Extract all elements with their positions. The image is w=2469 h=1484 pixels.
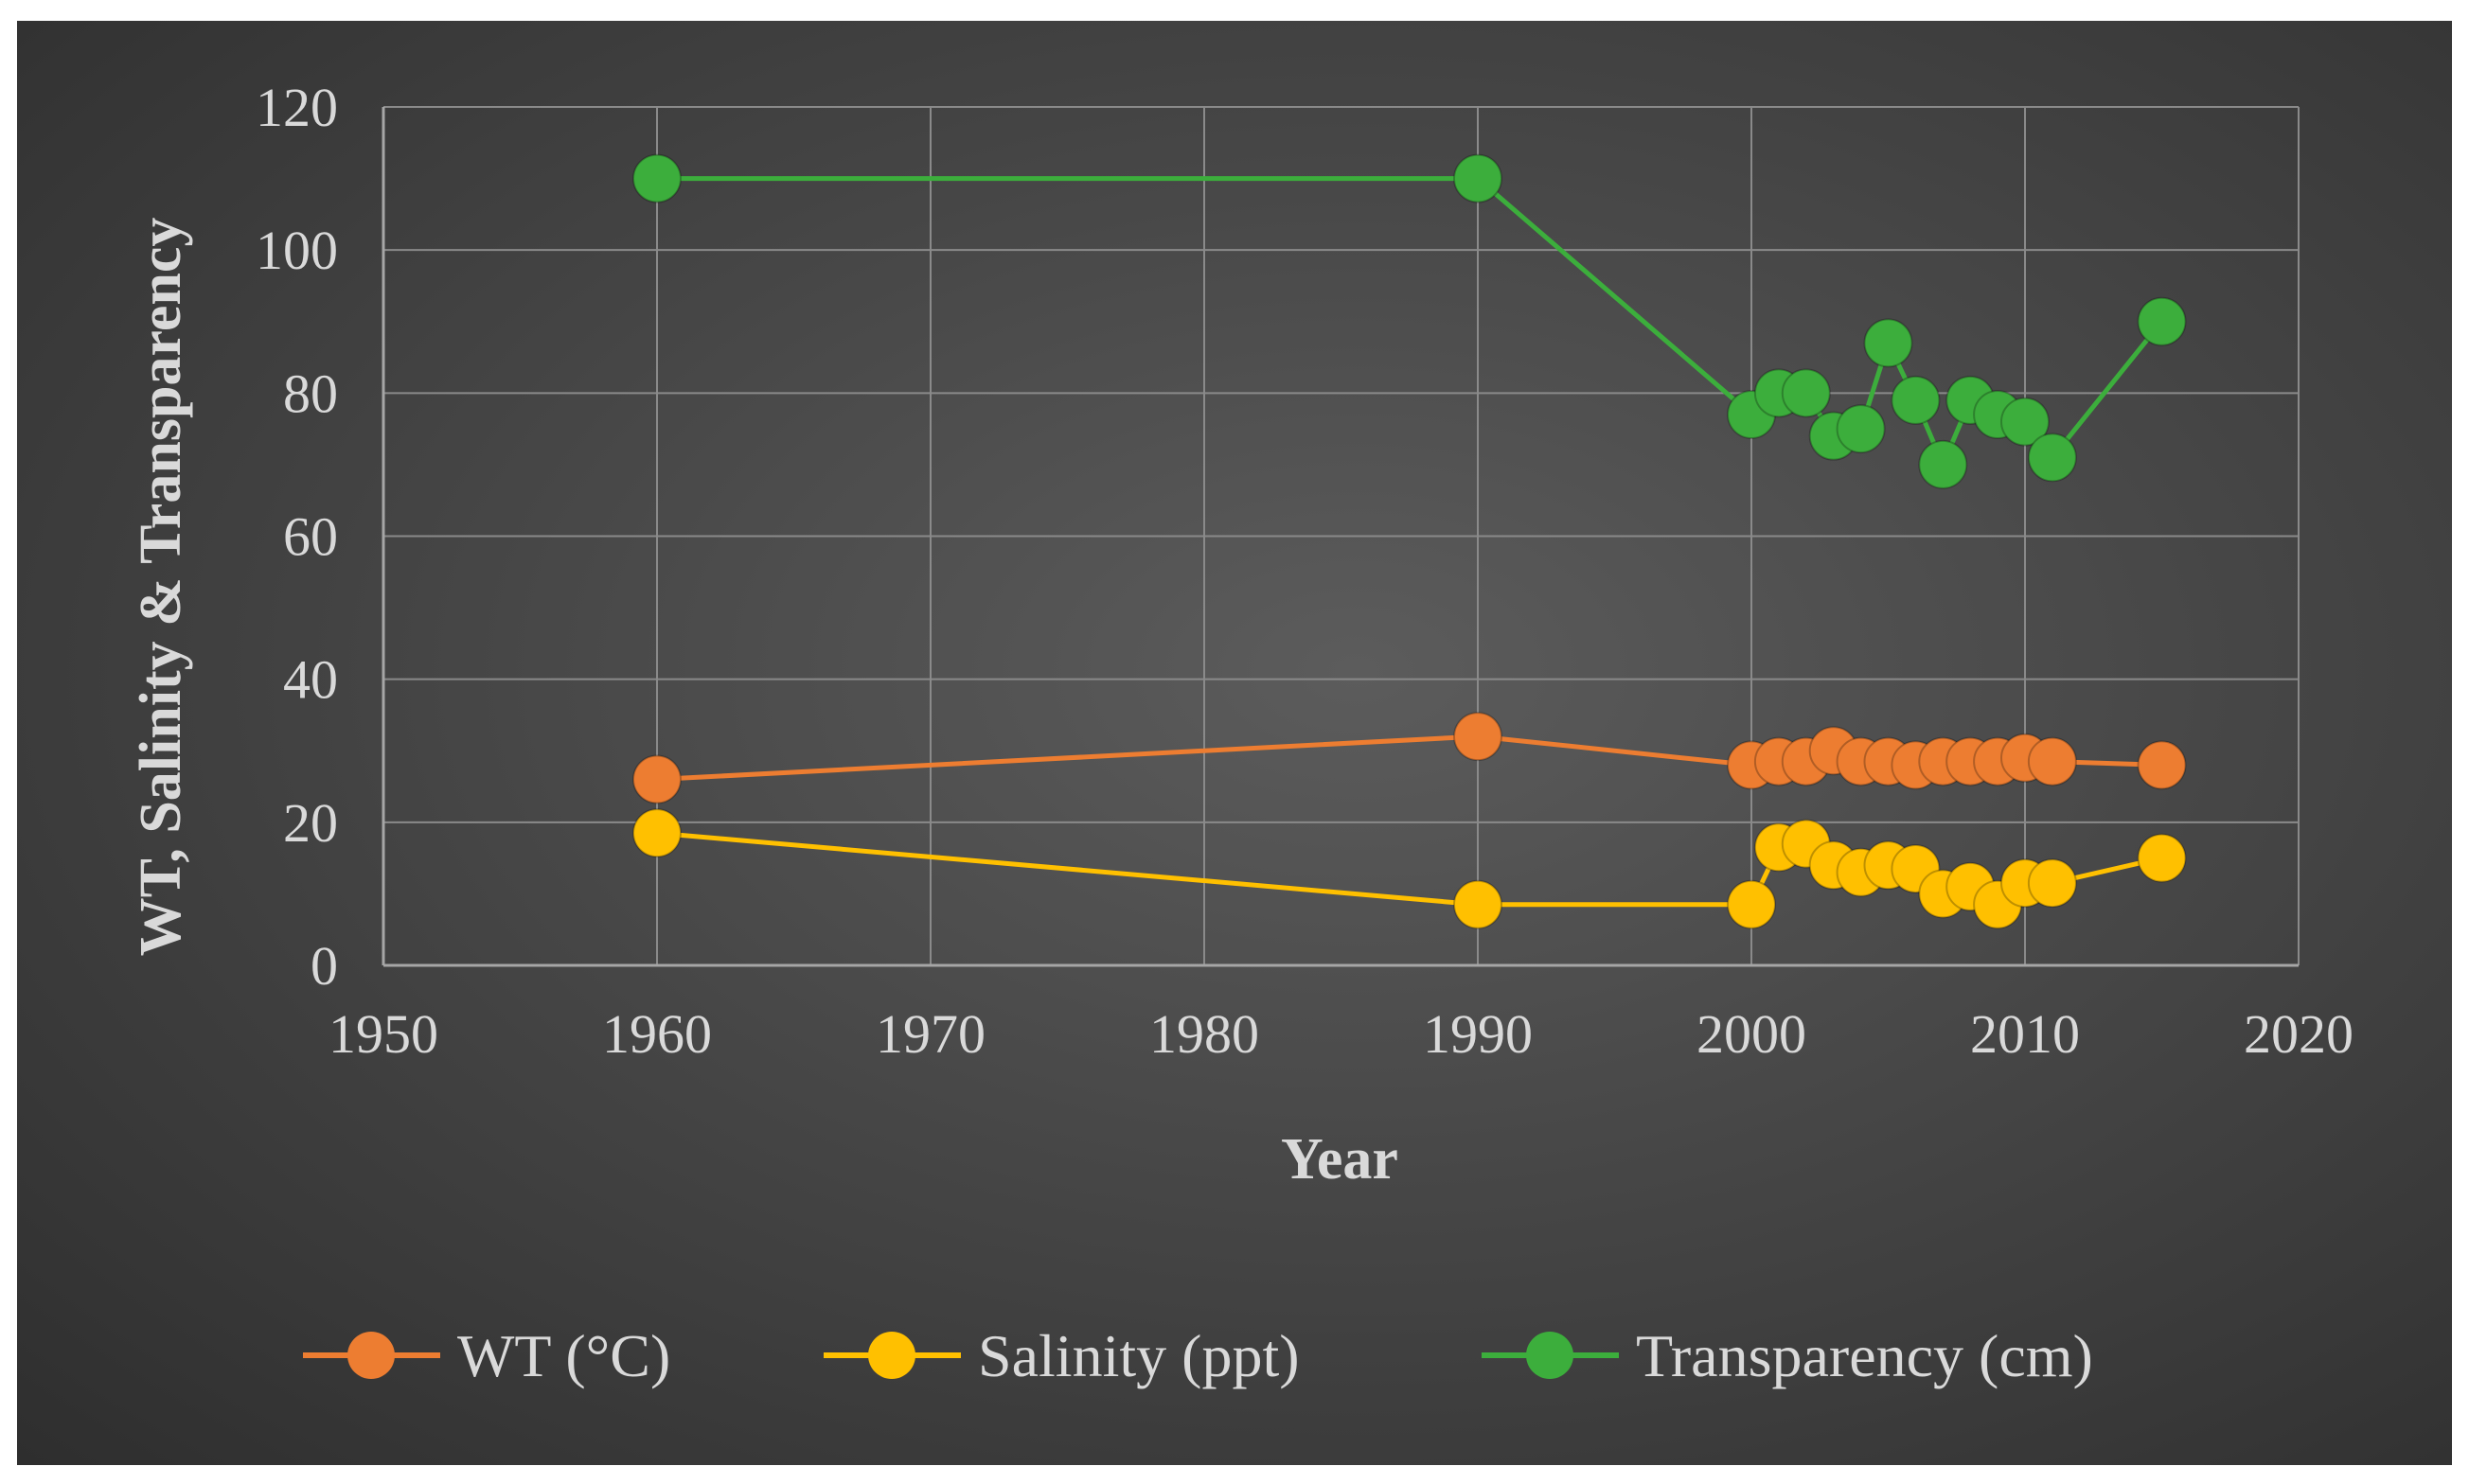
gridlines bbox=[383, 106, 2300, 965]
x-tick-label: 2020 bbox=[2244, 1003, 2354, 1065]
x-tick-label: 1950 bbox=[329, 1003, 438, 1065]
series-group bbox=[632, 153, 2187, 929]
y-tick-label: 100 bbox=[256, 220, 338, 281]
x-tick-label: 2010 bbox=[1970, 1003, 2080, 1065]
data-point bbox=[632, 754, 682, 804]
legend-label: Salinity (ppt) bbox=[978, 1322, 1300, 1389]
x-tick-label: 1980 bbox=[1149, 1003, 1259, 1065]
legend-marker bbox=[1526, 1332, 1573, 1379]
data-point bbox=[2000, 397, 2050, 447]
y-axis-title: WT, Salinity & Transparency bbox=[129, 218, 193, 957]
x-tick-label: 2000 bbox=[1696, 1003, 1806, 1065]
x-tick-label: 1970 bbox=[876, 1003, 986, 1065]
legend-item: WT (°C) bbox=[303, 1322, 670, 1389]
data-point bbox=[1453, 712, 1502, 762]
x-tick-label: 1960 bbox=[602, 1003, 712, 1065]
data-point bbox=[2137, 833, 2187, 883]
series-0 bbox=[632, 712, 2187, 804]
legend-item: Transparency (cm) bbox=[1482, 1322, 2093, 1389]
data-point bbox=[1781, 368, 1831, 418]
y-tick-label: 20 bbox=[283, 792, 338, 854]
data-point bbox=[2137, 740, 2187, 790]
data-point bbox=[2027, 433, 2077, 483]
data-point bbox=[1727, 879, 1776, 929]
legend-marker bbox=[868, 1332, 915, 1379]
data-point bbox=[632, 808, 682, 858]
data-point bbox=[2027, 736, 2077, 786]
series-2 bbox=[632, 153, 2187, 489]
data-point bbox=[1918, 439, 1968, 489]
legend: WT (°C) Salinity (ppt) Transparency (cm) bbox=[303, 1322, 2093, 1389]
tick-labels: 0 20 40 60 80 100 120 1950 1960 1970 1980 1990 2000 2… bbox=[256, 77, 2354, 1065]
y-tick-label: 0 bbox=[311, 935, 338, 997]
data-point bbox=[1453, 153, 1502, 203]
data-point bbox=[1863, 318, 1913, 368]
y-tick-label: 80 bbox=[283, 362, 338, 424]
series-1 bbox=[632, 808, 2187, 929]
y-tick-label: 40 bbox=[283, 649, 338, 711]
data-point bbox=[2027, 858, 2077, 909]
legend-label: Transparency (cm) bbox=[1636, 1322, 2093, 1389]
series-line bbox=[657, 176, 2164, 468]
legend-item: Salinity (ppt) bbox=[824, 1322, 1300, 1389]
x-axis-title: Year bbox=[1281, 1127, 1398, 1192]
y-tick-label: 120 bbox=[256, 77, 338, 138]
x-tick-label: 1990 bbox=[1423, 1003, 1533, 1065]
data-point bbox=[632, 153, 682, 203]
legend-label: WT (°C) bbox=[457, 1322, 670, 1389]
data-point bbox=[1891, 375, 1941, 425]
legend-marker bbox=[347, 1332, 395, 1379]
y-tick-label: 60 bbox=[283, 506, 338, 568]
data-point bbox=[1836, 404, 1886, 454]
axes bbox=[382, 107, 2299, 967]
data-point bbox=[2137, 296, 2187, 346]
data-point bbox=[1453, 879, 1502, 929]
